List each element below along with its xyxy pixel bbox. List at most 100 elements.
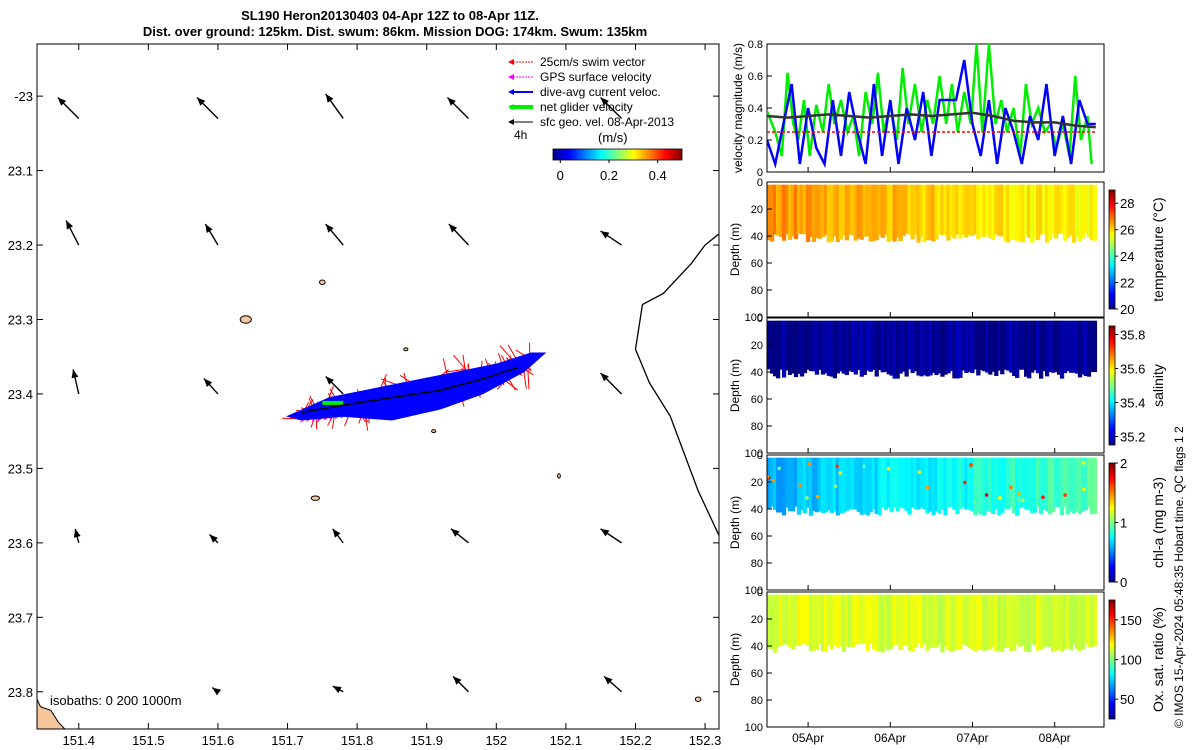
section-cast <box>964 320 969 373</box>
section-cast <box>850 320 855 373</box>
section-cast <box>904 457 909 511</box>
section-cast <box>901 594 906 646</box>
geo-vector-head <box>453 676 462 685</box>
chl-dot <box>917 470 922 474</box>
section-cast <box>919 320 924 377</box>
section-cast <box>1015 184 1020 242</box>
section-cast <box>997 594 1002 651</box>
colorbar-tick-label: 50 <box>1120 692 1134 707</box>
section-cast <box>1056 594 1062 650</box>
section-cast <box>874 320 879 377</box>
section-cast <box>1077 457 1083 515</box>
chl-dot <box>777 466 781 471</box>
section-y-tick-label: 100 <box>745 722 763 734</box>
section-cast <box>874 184 879 241</box>
section-panel-2: 0 20 40 60 80 100 Depth (m) 0 1 2 chl-a (mg m-3) <box>728 450 1166 597</box>
section-cast <box>844 184 849 241</box>
section-cast <box>955 594 960 650</box>
chl-dot <box>1016 497 1021 502</box>
section-cast <box>943 184 948 235</box>
section-cast <box>802 184 808 235</box>
section-cast <box>1024 594 1029 652</box>
section-cast <box>841 184 846 236</box>
section-cast <box>991 594 996 647</box>
section-cast <box>1018 320 1023 370</box>
geo-vector-head <box>332 686 342 694</box>
section-colorbar <box>1108 462 1116 583</box>
section-cast <box>811 457 817 512</box>
geo-vector-6 <box>204 223 219 246</box>
section-cast <box>829 320 835 377</box>
section-cast <box>835 457 841 516</box>
map-ticks: 151.4 151.5 151.6 151.7 151.8 151.9 152 152.1 15… <box>8 44 721 748</box>
section-cast <box>880 457 885 508</box>
legend-arrowhead-3 <box>508 104 514 110</box>
chl-dot <box>1036 498 1040 503</box>
island-0 <box>239 315 252 324</box>
section-cast <box>946 320 951 374</box>
colorbar-tick-label: 35.4 <box>1120 396 1145 411</box>
section-cast <box>1036 594 1041 651</box>
section-cast <box>1086 320 1092 377</box>
section-cast <box>973 184 978 235</box>
section-cast <box>1086 184 1092 238</box>
section-cast <box>814 594 820 650</box>
section-cast <box>997 457 1002 516</box>
section-cast <box>961 320 966 371</box>
section-cast <box>976 457 981 513</box>
section-cast <box>787 457 793 511</box>
section-cast <box>1062 320 1068 374</box>
colorbar-tick-label: 35.6 <box>1120 362 1145 377</box>
colorbar-title: (m/s) <box>598 130 628 145</box>
section-cast <box>781 457 787 516</box>
section-cast <box>796 594 802 646</box>
section-cast <box>877 184 882 236</box>
map-x-tick-label: 151.8 <box>341 733 374 748</box>
section-cast <box>910 184 915 240</box>
velocity-series-0 <box>767 44 1093 165</box>
colorbar-tick-label: 2 <box>1120 456 1127 471</box>
section-y-tick-label: 40 <box>751 504 763 516</box>
section-cast <box>871 320 876 370</box>
section-cast <box>1053 184 1059 239</box>
geo-vector-head <box>600 97 609 106</box>
section-cast <box>868 457 873 513</box>
section-cast <box>1086 457 1092 508</box>
section-cast <box>829 594 835 650</box>
section-cast <box>1009 184 1014 240</box>
section-cast <box>943 320 948 375</box>
section-cast <box>1077 320 1083 378</box>
section-cast <box>1068 457 1074 512</box>
section-cast <box>883 457 888 511</box>
section-cast <box>1006 184 1011 243</box>
chl-dot <box>969 462 973 467</box>
velocity-content <box>767 44 1096 169</box>
section-cast <box>940 457 945 510</box>
time-tick-label: 08Apr <box>1039 731 1071 745</box>
geo-vector-12 <box>325 375 344 395</box>
section-cast <box>958 184 963 239</box>
section-cast <box>1074 184 1080 237</box>
section-cast <box>793 457 799 507</box>
section-cast <box>772 594 778 653</box>
section-cast <box>946 184 951 241</box>
section-colorbar-label: chl-a (mg m-3) <box>1150 477 1166 568</box>
section-cast <box>856 184 861 239</box>
section-cast <box>1089 184 1095 241</box>
section-cast <box>859 457 864 515</box>
section-cast <box>1003 457 1008 509</box>
section-cast <box>835 184 841 242</box>
section-cast <box>916 594 921 644</box>
section-cast <box>1018 594 1023 647</box>
map-x-tick-label: 152.2 <box>619 733 652 748</box>
section-cast <box>967 594 972 648</box>
chl-dot <box>767 474 770 479</box>
geo-vector-head <box>212 687 222 696</box>
section-cast <box>898 184 903 241</box>
geo-vector-9 <box>600 230 622 246</box>
section-cast <box>1062 594 1068 650</box>
section-cast <box>853 457 858 510</box>
section-cast <box>973 594 978 652</box>
